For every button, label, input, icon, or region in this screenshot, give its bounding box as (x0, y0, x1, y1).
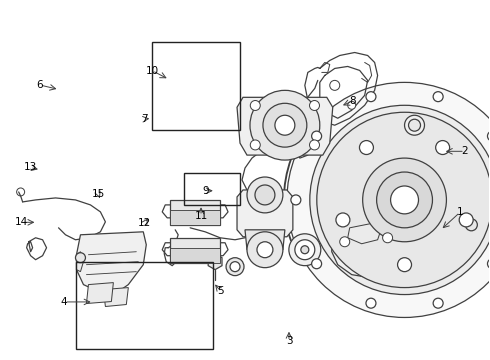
Text: 9: 9 (202, 186, 209, 196)
Circle shape (466, 219, 477, 231)
Bar (76, 262, 213, 348)
Circle shape (312, 259, 321, 269)
Circle shape (247, 177, 283, 213)
Circle shape (310, 140, 319, 150)
Circle shape (433, 298, 443, 308)
Circle shape (436, 140, 450, 154)
Circle shape (433, 92, 443, 102)
Circle shape (340, 237, 350, 247)
Circle shape (488, 259, 490, 269)
Circle shape (397, 258, 412, 272)
Circle shape (317, 112, 490, 288)
Text: 10: 10 (146, 66, 159, 76)
Text: 12: 12 (138, 218, 151, 228)
Circle shape (230, 262, 240, 272)
Text: 8: 8 (349, 96, 356, 106)
Circle shape (250, 100, 260, 111)
Circle shape (310, 105, 490, 294)
Circle shape (336, 213, 350, 227)
Text: 13: 13 (24, 162, 37, 172)
Polygon shape (348, 222, 382, 244)
Text: 11: 11 (195, 211, 208, 221)
Circle shape (291, 195, 301, 205)
Circle shape (250, 90, 320, 160)
Text: 3: 3 (286, 336, 293, 346)
Text: 6: 6 (36, 80, 43, 90)
Bar (184, 173, 240, 205)
Polygon shape (237, 190, 293, 237)
Circle shape (409, 119, 420, 131)
Circle shape (363, 158, 446, 242)
Circle shape (366, 92, 376, 102)
Circle shape (250, 140, 260, 150)
Circle shape (255, 185, 275, 205)
Circle shape (295, 240, 315, 260)
Text: 15: 15 (92, 189, 105, 199)
Circle shape (391, 186, 418, 214)
Polygon shape (237, 97, 333, 155)
Polygon shape (245, 230, 285, 250)
Circle shape (247, 232, 283, 268)
Text: 14: 14 (15, 217, 28, 227)
Circle shape (383, 233, 392, 243)
Polygon shape (170, 200, 220, 225)
Circle shape (348, 101, 356, 109)
Circle shape (287, 82, 490, 318)
Circle shape (263, 103, 307, 147)
Circle shape (312, 131, 321, 141)
Circle shape (366, 298, 376, 308)
Circle shape (330, 80, 340, 90)
Circle shape (226, 258, 244, 276)
Polygon shape (103, 288, 128, 306)
Circle shape (257, 242, 273, 258)
Circle shape (405, 115, 424, 135)
Polygon shape (76, 232, 147, 292)
Circle shape (459, 213, 473, 227)
Polygon shape (170, 248, 220, 263)
Circle shape (289, 234, 321, 266)
Circle shape (360, 140, 373, 154)
Polygon shape (170, 210, 220, 225)
Circle shape (301, 246, 309, 254)
Circle shape (488, 131, 490, 141)
Text: 5: 5 (217, 286, 224, 296)
Circle shape (377, 172, 433, 228)
Circle shape (75, 253, 85, 263)
Text: 4: 4 (61, 297, 68, 307)
Polygon shape (76, 252, 83, 272)
Text: 1: 1 (457, 207, 464, 217)
Polygon shape (332, 228, 399, 278)
Bar (152, 42, 240, 130)
Circle shape (275, 115, 295, 135)
Circle shape (310, 100, 319, 111)
Polygon shape (170, 238, 220, 263)
Text: 7: 7 (142, 114, 148, 124)
Text: 2: 2 (462, 146, 468, 156)
Polygon shape (86, 283, 113, 303)
